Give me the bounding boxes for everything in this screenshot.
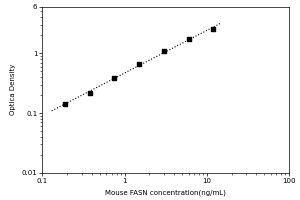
Y-axis label: Optica Density: Optica Density [10,64,16,115]
Point [62,102,67,106]
Point [112,77,117,80]
Point [161,50,166,53]
Point [87,91,92,94]
X-axis label: Mouse FASN concentration(ng/mL): Mouse FASN concentration(ng/mL) [105,189,226,196]
Point [211,27,216,31]
Point [186,38,191,41]
Point [137,63,142,66]
